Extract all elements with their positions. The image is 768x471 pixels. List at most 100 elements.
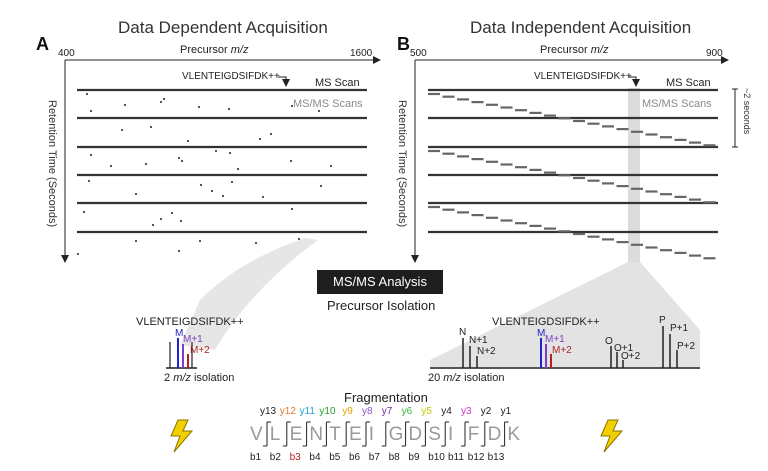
right-isolation-peptide: VLENTEIGDSIFDK++ <box>492 316 600 328</box>
panel-a-axis-min: 400 <box>58 48 75 59</box>
panel-b-ms-scan-label: MS Scan <box>666 77 711 89</box>
lightning-left-icon <box>170 419 194 453</box>
panel-b-title: Data Independent Acquisition <box>470 18 692 37</box>
residue-10: S <box>428 424 441 445</box>
right-peak-m-label: M <box>537 328 546 339</box>
panel-a-msms-label: MS/MS Scans <box>293 98 363 110</box>
residue-6: E <box>349 424 362 445</box>
residue-4: N <box>309 424 324 445</box>
fragmentation-title: Fragmentation <box>344 390 428 405</box>
b-ion-label: b10 <box>428 452 445 463</box>
cycle-time-label: ~2 seconds <box>742 88 752 135</box>
y-ion-label: y3 <box>461 406 472 417</box>
panel-b-axis-max: 900 <box>706 48 723 59</box>
peak-o2-label: O+2 <box>621 351 641 362</box>
a-peptide-arrow <box>278 76 290 87</box>
peak-p-label: P <box>659 315 666 326</box>
cleavage-bracket <box>461 421 469 447</box>
panel-b-msms-label: MS/MS Scans <box>642 98 712 110</box>
y-ion-label: y13 <box>260 406 277 417</box>
b-dia-windows <box>428 92 716 260</box>
residue-12: F <box>467 424 480 445</box>
panel-b-retention-label: Retention Time (Seconds) <box>396 100 408 228</box>
panel-b-letter: B <box>397 34 410 54</box>
left-peak-m2-label: M+2 <box>190 345 210 356</box>
panel-a-axis-max: 1600 <box>350 48 373 59</box>
peak-o1-label: O+1 <box>614 343 634 354</box>
b-scan-lines <box>428 88 718 234</box>
cleavage-bracket <box>302 421 311 447</box>
b-peptide-arrow <box>628 76 640 87</box>
right-peak-m2-label: M+2 <box>552 345 572 356</box>
y-ion-label: y10 <box>319 406 336 417</box>
panel-b-axis-min: 500 <box>410 48 427 59</box>
y-ion-label: y5 <box>421 406 432 417</box>
b-ion-label: b6 <box>349 452 361 463</box>
residue-13: D <box>487 424 502 445</box>
b-ion-label: b3 <box>289 452 301 463</box>
b-ion-label: b9 <box>408 452 420 463</box>
a-scan-lines <box>77 88 367 234</box>
y-ion-label: y12 <box>279 406 296 417</box>
peak-n-label: N <box>459 327 467 338</box>
b-ion-label: b2 <box>269 452 281 463</box>
y-ion-label: y6 <box>401 406 413 417</box>
b-ion-label: b5 <box>329 452 341 463</box>
y-ion-label: y7 <box>381 406 393 417</box>
msms-analysis-box: MS/MS Analysis <box>317 270 443 294</box>
fragmentation-brackets <box>263 421 509 447</box>
residue-7: I <box>368 424 375 445</box>
b-ion-label: b12 <box>467 452 485 463</box>
y-ion-label: y4 <box>441 406 452 417</box>
left-isolation-width: 2 m/z isolation <box>164 372 235 384</box>
y-ion-label: y11 <box>299 406 315 417</box>
b-ion-label: b7 <box>368 452 380 463</box>
cleavage-bracket <box>263 421 271 447</box>
peak-p2-label: P+2 <box>677 341 696 352</box>
panel-a-ms-scan-label: MS Scan <box>315 77 360 89</box>
panel-a-title: Data Dependent Acquisition <box>118 18 328 37</box>
peak-n2-label: N+2 <box>477 346 496 357</box>
precursor-isolation-label: Precursor Isolation <box>327 298 436 313</box>
residue-1: V <box>250 424 263 445</box>
cleavage-bracket <box>401 421 410 447</box>
residue-3: E <box>289 424 303 445</box>
panel-a-retention-label: Retention Time (Seconds) <box>46 100 58 228</box>
cleavage-bracket <box>500 421 509 447</box>
b-ion-label: b8 <box>388 452 400 463</box>
residue-9: D <box>408 424 423 445</box>
left-peak-m1-label: M+1 <box>183 334 203 345</box>
left-isolation-peptide: VLENTEIGDSIFDK++ <box>136 316 244 328</box>
panel-a-letter: A <box>36 34 49 54</box>
residue-2: L <box>269 424 281 445</box>
y-ion-row: y13 y12 y11 y10 y9 y8 y7 y6 y5 y4 y3 y2 y1 <box>0 406 768 420</box>
cleavage-bracket <box>362 421 370 447</box>
cleavage-bracket <box>282 421 291 447</box>
b-ion-label: b1 <box>250 452 262 463</box>
left-peak-m-label: M <box>175 328 184 339</box>
a-msms-dots <box>77 93 332 255</box>
residue-11: I <box>448 424 454 445</box>
peak-o-label: O <box>605 336 613 347</box>
residue-8: G <box>388 424 404 445</box>
cleavage-bracket <box>480 421 489 447</box>
y-ion-label: y8 <box>362 406 373 417</box>
panel-a-peptide: VLENTEIGDSIFDK++ <box>182 71 280 82</box>
panel-a-axis-title: Precursor m/z <box>180 44 249 56</box>
b-ion-label: b13 <box>487 452 505 463</box>
panel-b-peptide: VLENTEIGDSIFDK++ <box>534 71 632 82</box>
peak-p1-label: P+1 <box>670 323 689 334</box>
y-ion-label: y1 <box>500 406 512 417</box>
right-isolation-width: 20 m/z isolation <box>428 372 505 384</box>
cleavage-bracket <box>441 421 450 447</box>
peak-n1-label: N+1 <box>469 335 488 346</box>
right-peak-m1-label: M+1 <box>545 334 565 345</box>
lightning-right-icon <box>600 419 624 453</box>
b-ion-label: b4 <box>309 452 321 463</box>
b-ion-row: b1 b2 b3 b4 b5 b6 b7 b8 b9 b10 b11 b12 b13 <box>0 452 768 466</box>
residue-5: T <box>329 424 341 445</box>
left-funnel <box>180 238 318 350</box>
cleavage-bracket <box>421 421 430 447</box>
